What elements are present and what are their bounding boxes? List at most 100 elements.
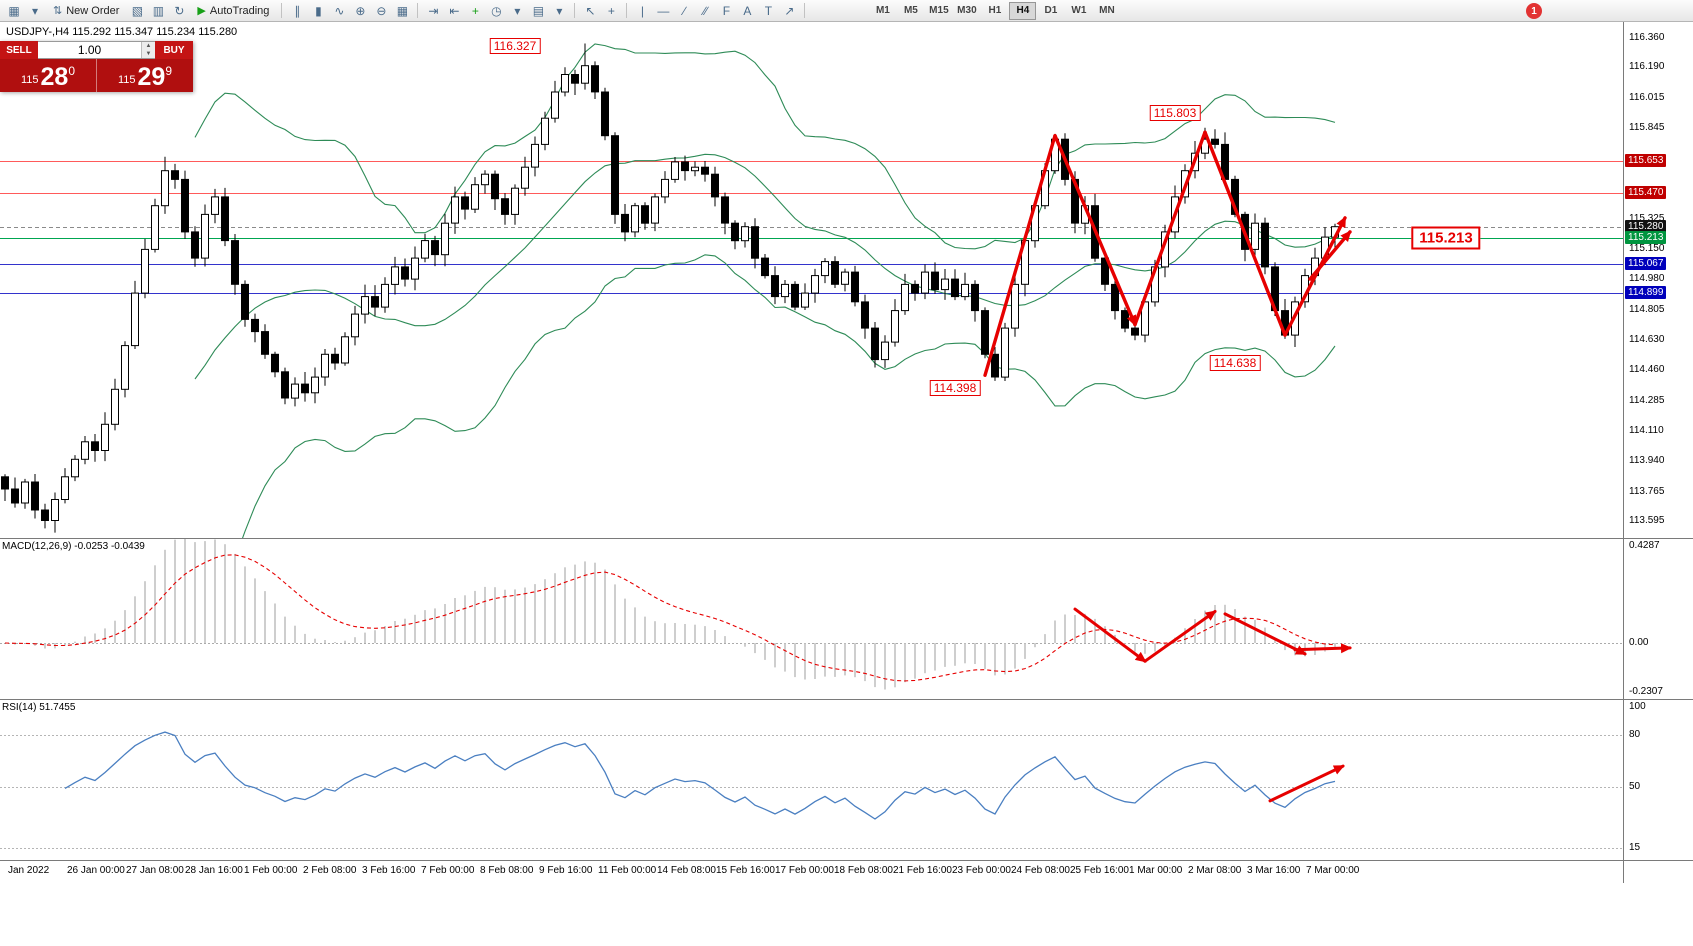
autotrading-button[interactable]: ▶ AutoTrading [190, 2, 276, 20]
timeframe-d1-button[interactable]: D1 [1044, 5, 1058, 16]
price-axis-tick: 116.190 [1629, 61, 1665, 73]
autotrading-button-label: AutoTrading [209, 4, 270, 17]
timeframe-toolbar: M1 M5 M15 M30 H1 H4 D1 W1 MN [869, 1, 1120, 20]
chart-window-icon[interactable]: ▦ [8, 3, 20, 18]
time-axis-label: 1 Feb 00:00 [244, 865, 298, 876]
trendline-icon[interactable]: ∕ [683, 3, 686, 18]
time-axis-label: Jan 2022 [8, 865, 50, 876]
line-chart-icon[interactable]: ∿ [334, 3, 345, 18]
indicator-axis-label: 0.00 [1629, 637, 1649, 649]
timeframe-h1-button[interactable]: H1 [988, 5, 1002, 16]
main-chart-panel: USDJPY-,H4 115.292 115.347 115.234 115.2… [0, 22, 1693, 539]
lot-decrease-button[interactable]: ▼ [142, 50, 155, 58]
price-tag: 115.213 [1625, 231, 1667, 245]
bar-chart-icon[interactable]: ∥ [294, 3, 301, 18]
price-axis-tick: 113.940 [1629, 455, 1665, 467]
timeframe-mn-button[interactable]: MN [1099, 5, 1115, 16]
rsi-scale[interactable]: 100 80 50 15 [1623, 700, 1693, 860]
macd-label: MACD(12,26,9) -0.0253 -0.0439 [2, 541, 145, 552]
timeframe-m15-button[interactable]: M15 [929, 5, 949, 16]
indicator-axis-label: 50 [1629, 780, 1641, 792]
new-order-button[interactable]: ⇅ New Order [46, 2, 126, 20]
sell-price-display[interactable]: 115 28 0 [0, 59, 96, 92]
new-order-icon: ⇅ [53, 5, 63, 17]
price-axis-tick: 115.845 [1629, 121, 1665, 133]
time-axis-label: 11 Feb 00:00 [598, 865, 657, 876]
timeframe-w1-button[interactable]: W1 [1071, 5, 1087, 16]
auto-scroll-icon[interactable]: ⇥ [428, 3, 439, 18]
vertical-line-icon[interactable]: | [640, 3, 644, 18]
macd-plot[interactable]: MACD(12,26,9) -0.0253 -0.0439 [0, 539, 1623, 699]
macd-scale[interactable]: 0.4287 0.00 -0.2307 [1623, 539, 1693, 699]
periods-caret[interactable]: ▾ [514, 3, 521, 18]
window-menu-caret[interactable]: ▾ [31, 3, 39, 18]
toolbar-items: ▦ ▾ ⇅ New Order ▧ ▥ ↻ ▶ AutoTrading ∥ ▮ ∿ ⊕ ⊖ ▦ ⇥ ⇤ + ◷ ▾ ▤ ▾… [4, 2, 809, 20]
time-axis-label: 21 Feb 16:00 [893, 865, 952, 876]
new-chart-icon[interactable]: ▧ [131, 3, 144, 18]
timeframe-m30-button[interactable]: M30 [957, 5, 977, 16]
time-axis-label: 8 Feb 08:00 [480, 865, 534, 876]
lot-size-field[interactable]: 1.00 ▲ ▼ [38, 41, 155, 59]
price-axis-tick: 114.285 [1629, 394, 1665, 406]
price-chart-plot[interactable]: USDJPY-,H4 115.292 115.347 115.234 115.2… [0, 22, 1623, 538]
horizontal-line-icon[interactable]: — [657, 3, 670, 18]
label-icon[interactable]: T [764, 3, 773, 18]
buy-price-display[interactable]: 115 29 9 [96, 59, 193, 92]
time-axis-label: 23 Feb 00:00 [952, 865, 1011, 876]
arrows-icon[interactable]: ↗ [784, 3, 795, 18]
price-axis-tick: 116.360 [1629, 31, 1665, 43]
crosshair-icon[interactable]: + [607, 3, 615, 18]
price-axis-tick: 113.595 [1629, 515, 1665, 527]
toolbar-separator [626, 3, 628, 18]
macd-canvas [0, 539, 1623, 690]
price-annotation[interactable]: 115.803 [1149, 104, 1201, 121]
price-axis-tick: 114.460 [1629, 364, 1665, 376]
sell-price-big: 28 [40, 63, 69, 91]
rsi-canvas [0, 731, 1623, 849]
price-axis-tick: 115.325 [1629, 212, 1665, 224]
lot-size-value[interactable]: 1.00 [77, 43, 102, 57]
time-axis-label: 28 Jan 16:00 [185, 865, 243, 876]
chart-shift-icon[interactable]: ⇤ [449, 3, 460, 18]
time-scale[interactable]: Jan 2022 26 Jan 00:00 27 Jan 08:00 28 Jan 1… [0, 861, 1623, 883]
price-annotation[interactable]: 115.213 [1411, 226, 1481, 250]
zoom-out-icon[interactable]: ⊖ [376, 3, 387, 18]
timeframe-m1-button[interactable]: M1 [875, 5, 890, 16]
rsi-panel: RSI(14) 51.7455 100 80 50 15 [0, 700, 1693, 861]
profiles-icon[interactable]: ▥ [152, 3, 165, 18]
templates-caret[interactable]: ▾ [556, 3, 563, 18]
timeframe-m5-button[interactable]: M5 [903, 5, 918, 16]
sell-price-sup: 0 [68, 64, 76, 78]
main-toolbar: ▦ ▾ ⇅ New Order ▧ ▥ ↻ ▶ AutoTrading ∥ ▮ ∿ ⊕ ⊖ ▦ ⇥ ⇤ + ◷ ▾ ▤ ▾… [0, 0, 1693, 22]
buy-button[interactable]: BUY [155, 41, 193, 59]
price-scale[interactable]: 116.360 116.190 116.015 115.845 115.325 115.1… [1623, 22, 1693, 538]
price-tag: 115.653 [1625, 154, 1667, 168]
toolbar-separator [574, 3, 576, 18]
templates-icon[interactable]: ▤ [532, 3, 545, 18]
macd-panel: MACD(12,26,9) -0.0253 -0.0439 0.4287 0.00… [0, 539, 1693, 700]
timeframe-h4-button[interactable]: H4 [1009, 1, 1037, 20]
cursor-icon[interactable]: ↖ [585, 3, 596, 18]
candlestick-chart-icon[interactable]: ▮ [315, 3, 322, 18]
zoom-in-icon[interactable]: ⊕ [355, 3, 366, 18]
channel-icon[interactable]: ∕∕ [703, 3, 708, 18]
tile-windows-icon[interactable]: ▦ [396, 3, 409, 18]
price-axis-tick: 114.630 [1629, 334, 1665, 346]
lot-size-stepper: ▲ ▼ [141, 42, 155, 58]
sell-button[interactable]: SELL [0, 41, 38, 59]
fibonacci-icon[interactable]: F [722, 3, 731, 18]
indicators-add-icon[interactable]: + [471, 3, 479, 18]
time-axis-label: 18 Feb 08:00 [834, 865, 893, 876]
refresh-icon[interactable]: ↻ [174, 3, 185, 18]
time-axis-label: 17 Feb 00:00 [775, 865, 834, 876]
text-icon[interactable]: A [743, 3, 752, 18]
price-annotation[interactable]: 114.638 [1209, 355, 1261, 372]
periods-icon[interactable]: ◷ [491, 3, 502, 18]
lot-increase-button[interactable]: ▲ [142, 42, 155, 50]
rsi-plot[interactable]: RSI(14) 51.7455 [0, 700, 1623, 860]
sell-price-base: 115 [20, 74, 39, 86]
price-annotation[interactable]: 116.327 [489, 38, 541, 55]
one-click-trading-widget: SELL 1.00 ▲ ▼ BUY 115 28 0 [0, 41, 193, 92]
notification-badge[interactable]: 1 [1526, 3, 1542, 19]
price-annotation[interactable]: 114.398 [929, 379, 981, 396]
